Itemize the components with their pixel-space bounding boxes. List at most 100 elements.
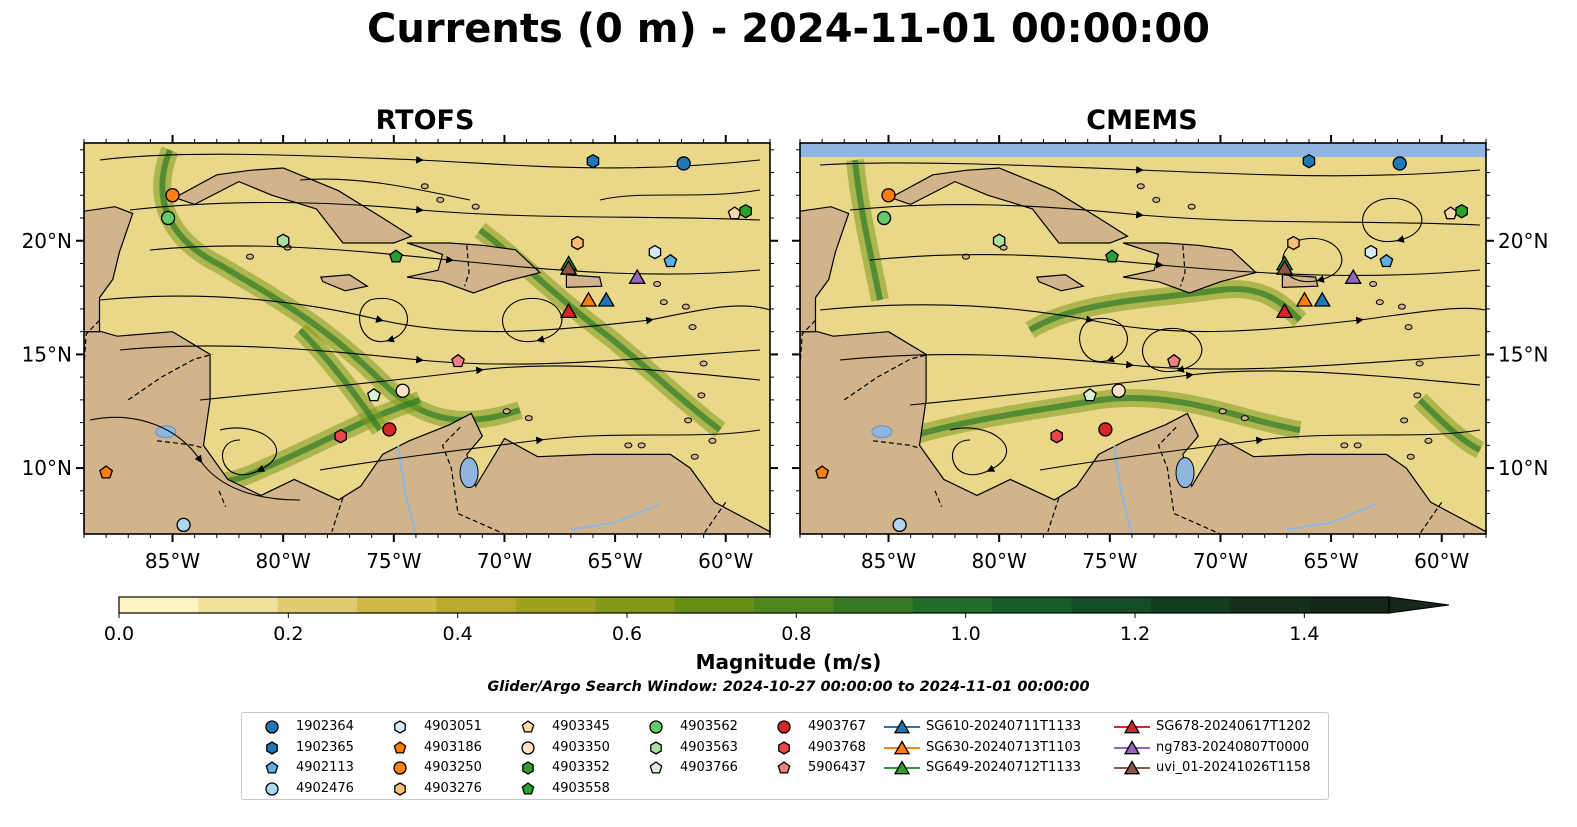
pentagon-marker-icon <box>521 782 535 795</box>
circle-marker-icon <box>521 741 535 755</box>
x-tick-label: 75°W <box>366 549 421 573</box>
obs-marker-4903276 <box>571 235 584 251</box>
legend-label: SG610-20240711T1133 <box>926 719 1082 734</box>
legend-marker <box>778 740 790 755</box>
legend-marker <box>893 760 911 775</box>
legend-marker <box>394 782 406 796</box>
obs-marker-4903766 <box>366 387 381 402</box>
colorbar-extend-arrow <box>1388 596 1450 614</box>
obs-marker-4903767 <box>1098 422 1113 437</box>
obs-marker-4903250 <box>165 188 180 203</box>
obs-marker-1902364 <box>676 156 691 171</box>
legend-label: 4903767 <box>808 719 866 734</box>
legend-marker <box>265 782 279 796</box>
obs-marker-ng783-20240807T0000 <box>1344 268 1362 284</box>
colorbar-segment <box>1230 597 1311 613</box>
pentagon-marker-icon <box>393 740 407 754</box>
obs-marker-uvi_01-20241026T1158 <box>1275 259 1294 275</box>
colorbar-tick-label: 0.6 <box>612 623 642 640</box>
obs-marker-5906437 <box>451 353 465 368</box>
triangle-marker-icon <box>1114 760 1150 775</box>
legend-label: SG678-20240617T1202 <box>1156 719 1312 734</box>
colorbar-tick-label: 0.8 <box>781 623 811 640</box>
legend-marker <box>265 720 279 734</box>
obs-marker-4903768 <box>334 428 347 444</box>
hexagon-marker-icon <box>266 740 278 755</box>
legend-label: 5906437 <box>808 760 866 776</box>
obs-marker-4903352 <box>1455 203 1468 219</box>
legend-label: 4902113 <box>296 760 354 776</box>
rtofs-map: 85°W 80°W 75°W 70°W 65°W 60°W 20°N 15°N 10°N <box>22 135 778 573</box>
legend-label: 1902365 <box>296 739 354 755</box>
obs-marker-4903350 <box>1111 383 1126 398</box>
legend-marker <box>266 740 278 755</box>
legend-label: 1902364 <box>296 719 354 734</box>
pentagon-marker-icon <box>777 761 791 774</box>
colorbar-segment <box>119 597 199 613</box>
colorbar-label: Magnitude (m/s) <box>695 650 882 674</box>
colorbar-segment <box>754 597 834 613</box>
colorbar-segment <box>198 597 279 613</box>
hexagon-marker-icon <box>778 740 790 755</box>
obs-marker-4903186 <box>99 465 114 479</box>
obs-marker-5906437 <box>1167 353 1181 368</box>
colorbar-segment <box>833 597 914 613</box>
obs-marker-4902113 <box>1379 253 1394 268</box>
legend-label: 4903350 <box>552 739 610 755</box>
obs-marker-4903250 <box>881 188 896 203</box>
circle-marker-icon <box>393 761 407 776</box>
obs-marker-4903352 <box>739 203 752 219</box>
colorbar-segment <box>912 597 993 613</box>
legend-label: 4903051 <box>424 719 482 734</box>
panel-title-cmems: CMEMS <box>1086 105 1198 136</box>
x-tick-label: 65°W <box>587 549 642 573</box>
obs-marker-4903563 <box>276 233 290 249</box>
obs-marker-4902113 <box>663 253 678 268</box>
colorbar-tick-label: 0.4 <box>443 623 473 640</box>
obs-marker-4903186 <box>815 465 830 479</box>
circle-marker-icon <box>777 720 791 734</box>
triangle-marker-icon <box>1114 719 1150 734</box>
legend-label: 4903766 <box>680 760 738 776</box>
y-tick-label: 20°N <box>1498 229 1548 253</box>
hexagon-marker-icon <box>522 761 534 776</box>
legend-marker <box>1123 739 1141 755</box>
legend-label: 4903250 <box>424 760 482 776</box>
legend-marker <box>394 720 406 734</box>
x-tick-label: 85°W <box>861 549 916 573</box>
colorbar-segment <box>436 597 517 613</box>
circle-marker-icon <box>265 720 279 734</box>
obs-marker-4903767 <box>382 422 397 437</box>
x-tick-label: 75°W <box>1082 549 1137 573</box>
obs-marker-4903276 <box>1287 235 1300 251</box>
legend-marker <box>265 761 279 774</box>
obs-marker-4903562 <box>876 210 892 226</box>
search-window-text: Glider/Argo Search Window: 2024-10-27 00… <box>487 679 1090 695</box>
legend-marker <box>393 740 407 754</box>
legend-label: 4903186 <box>424 739 482 755</box>
legend-marker <box>777 720 791 734</box>
triangle-marker-icon <box>884 760 920 775</box>
colorbar-tick-label: 1.2 <box>1120 623 1150 640</box>
x-tick-label: 80°W <box>256 549 311 573</box>
obs-marker-1902364 <box>1392 156 1407 171</box>
circle-marker-icon <box>265 782 279 796</box>
obs-marker-SG610-20240711T1133 <box>597 291 615 307</box>
legend-marker <box>393 761 407 776</box>
y-tick-label: 10°N <box>22 456 72 480</box>
cmems-map: 85°W 80°W 75°W 70°W 65°W 60°W 20°N 15°N 10°N <box>792 135 1548 573</box>
legend-label: 4903352 <box>552 760 610 776</box>
obs-marker-SG630-20240713T1103 <box>1295 291 1314 307</box>
pentagon-marker-icon <box>521 720 535 733</box>
obs-marker-4902476 <box>892 517 907 533</box>
panel-title-rtofs: RTOFS <box>375 105 475 136</box>
colorbar-tick-label: 0.2 <box>273 623 303 640</box>
colorbar-segment <box>515 597 596 613</box>
legend-label: 4903276 <box>424 781 482 797</box>
obs-marker-4903051 <box>1364 244 1378 260</box>
hexagon-marker-icon <box>394 782 406 796</box>
obs-marker-4903558 <box>389 249 403 263</box>
colorbar-tick-label: 1.4 <box>1289 623 1319 640</box>
obs-marker-4903766 <box>1082 387 1097 402</box>
colorbar-segment <box>674 597 755 613</box>
